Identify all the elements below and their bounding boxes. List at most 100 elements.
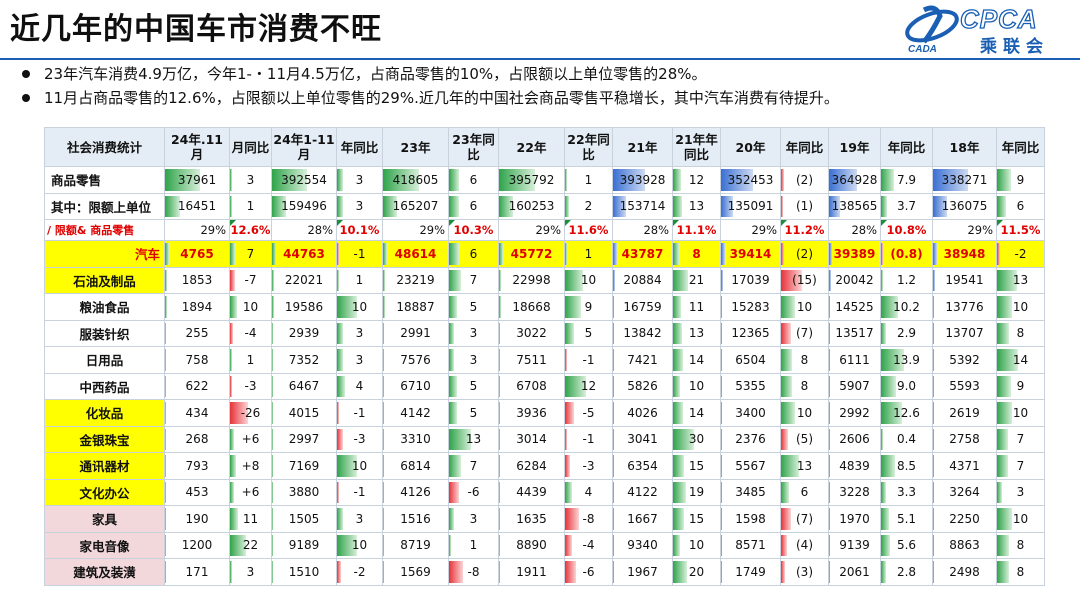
table-cell: 5 xyxy=(564,319,613,347)
table-row: 通讯器材 793 +8 7169 10 6814 7 6284 -3 6354 15 5567 13 48… xyxy=(44,452,1045,480)
data-bar xyxy=(673,481,687,503)
data-bar xyxy=(565,322,574,344)
table-cell: (7) xyxy=(780,319,829,347)
table-cell: 18668 xyxy=(498,293,565,321)
cell-value: 10.3% xyxy=(453,223,494,237)
cell-value: 1598 xyxy=(735,511,766,526)
table-cell: 6 xyxy=(448,240,499,268)
table-cell: 8863 xyxy=(932,531,997,559)
cell-value: (1) xyxy=(796,199,813,214)
table-cell: 5907 xyxy=(828,372,881,400)
table-cell: (2) xyxy=(780,240,829,268)
table-cell: 1911 xyxy=(498,558,565,586)
cell-value: 14 xyxy=(688,352,705,367)
cell-value: 10 xyxy=(351,538,368,553)
table-cell: 5392 xyxy=(932,346,997,374)
table-cell: 5593 xyxy=(932,372,997,400)
bullet-item: 11月占商品零售的12.6%，占限额以上单位零售的29%.近几年的中国社会商品零… xyxy=(22,86,839,110)
table-cell: 10 xyxy=(996,399,1045,427)
cell-value: 5 xyxy=(584,326,593,341)
data-bar xyxy=(881,402,902,424)
table-cell: 3 xyxy=(996,478,1045,506)
table-cell: 5.6 xyxy=(880,531,933,559)
row-label: 石油及制品 xyxy=(44,266,165,294)
cell-value: 2376 xyxy=(735,432,766,447)
table-cell: 1853 xyxy=(164,266,230,294)
cell-value: 2.9 xyxy=(896,326,917,341)
cell-value: 2991 xyxy=(400,326,431,341)
corner-marker-icon xyxy=(997,220,1003,226)
cell-value: 6 xyxy=(469,246,478,261)
cell-value: 3 xyxy=(355,352,364,367)
table-cell: 15283 xyxy=(720,293,781,321)
cell-value: -3 xyxy=(353,432,366,447)
cell-value: 268 xyxy=(185,432,209,447)
cell-value: 3 xyxy=(469,352,478,367)
cell-value: 10 xyxy=(1012,299,1029,314)
cell-value: 9189 xyxy=(288,538,320,553)
column-header: 22年同比 xyxy=(564,127,613,167)
table-cell: 7.9 xyxy=(880,166,933,194)
cell-value: 11.5% xyxy=(1000,223,1041,237)
table-cell: (0.8) xyxy=(880,240,933,268)
data-bar xyxy=(383,243,388,265)
cell-value: 7511 xyxy=(516,352,547,367)
cell-value: 364928 xyxy=(831,172,878,187)
table-cell: 4765 xyxy=(164,240,230,268)
table-cell: 16759 xyxy=(612,293,673,321)
table-cell: 8.5 xyxy=(880,452,933,480)
cell-value: 20042 xyxy=(835,273,874,288)
data-bar xyxy=(997,169,1011,191)
table-cell: 20042 xyxy=(828,266,881,294)
table-cell: 13 xyxy=(996,266,1045,294)
data-bar xyxy=(499,296,501,318)
cell-value: 4371 xyxy=(949,458,980,473)
data-bar xyxy=(337,375,346,397)
table-cell: 3.3 xyxy=(880,478,933,506)
table-cell: 8 xyxy=(996,319,1045,347)
table-cell: -7 xyxy=(229,266,272,294)
cell-value: 39389 xyxy=(833,246,876,261)
data-bar xyxy=(165,169,201,191)
table-cell: 12.6 xyxy=(880,399,933,427)
cell-value: 3 xyxy=(469,511,478,526)
table-cell: -4 xyxy=(564,531,613,559)
cell-value: 2606 xyxy=(839,432,870,447)
cell-value: 7576 xyxy=(400,352,431,367)
data-bar xyxy=(383,534,384,556)
cell-value: 1569 xyxy=(400,564,431,579)
table-cell: -1 xyxy=(336,478,383,506)
table-cell: 28% xyxy=(828,219,881,241)
cell-value: 10 xyxy=(242,299,259,314)
table-row: 化妆品 434 -26 4015 -1 4142 5 3936 -5 4026 14 3400 10 29… xyxy=(44,399,1045,427)
table-cell: 268 xyxy=(164,425,230,453)
data-bar xyxy=(721,169,754,191)
table-cell: 392554 xyxy=(271,166,337,194)
table-cell: 6 xyxy=(996,192,1045,220)
cell-value: 16759 xyxy=(623,299,662,314)
table-cell: 7421 xyxy=(612,346,673,374)
cell-value: 3880 xyxy=(288,485,320,500)
cell-value: 9 xyxy=(584,299,593,314)
cell-value: 3022 xyxy=(516,326,547,341)
table-cell: 10.2 xyxy=(880,293,933,321)
cell-value: 1853 xyxy=(181,273,213,288)
cell-value: 5593 xyxy=(949,379,980,394)
table-cell: 1 xyxy=(448,531,499,559)
table-cell: 1635 xyxy=(498,505,565,533)
cell-value: 18668 xyxy=(512,299,551,314)
data-bar xyxy=(781,455,800,477)
table-row: 汽车 4765 7 44763 -1 48614 6 45772 1 43787 8 39414 (2)… xyxy=(44,240,1045,268)
data-bar xyxy=(565,508,580,530)
column-header: 22年 xyxy=(498,127,565,167)
cell-value: 5.6 xyxy=(896,538,917,553)
data-bar xyxy=(881,508,890,530)
cell-value: (5) xyxy=(796,432,813,447)
table-cell: 29% xyxy=(720,219,781,241)
logo-text: CPCA xyxy=(959,3,1038,34)
data-bar xyxy=(565,296,581,318)
data-bar xyxy=(383,455,384,477)
table-cell: 4 xyxy=(336,372,383,400)
column-header: 21年 xyxy=(612,127,673,167)
table-cell: 9 xyxy=(564,293,613,321)
